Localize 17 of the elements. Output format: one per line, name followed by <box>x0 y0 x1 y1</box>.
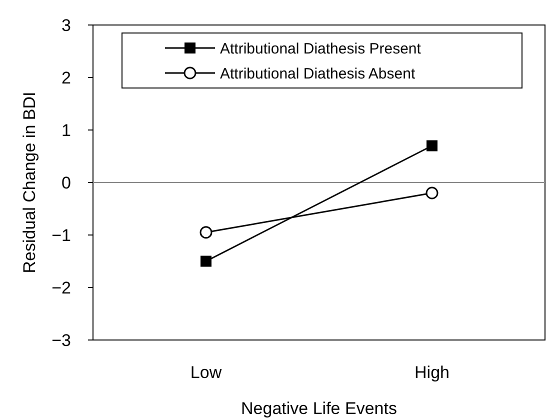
y-tick-label: −2 <box>52 278 71 298</box>
legend-label: Attributional Diathesis Absent <box>220 65 416 82</box>
point <box>200 256 212 267</box>
y-tick-label: 1 <box>62 120 71 140</box>
x-axis-title: Negative Life Events <box>241 399 397 418</box>
y-tick-label: −1 <box>52 226 71 245</box>
y-axis-title: Residual Change in BDI <box>20 92 39 274</box>
point <box>426 186 438 200</box>
x-tick-label: High <box>414 363 450 382</box>
point <box>200 226 212 239</box>
y-tick-label: 2 <box>62 68 71 88</box>
y-tick-label: 3 <box>62 16 71 35</box>
x-tick-label: Low <box>190 363 222 382</box>
point <box>426 140 438 152</box>
y-tick-label: −3 <box>52 330 71 350</box>
y-tick-label: 0 <box>62 173 71 192</box>
legend-label: Attributional Diathesis Present <box>220 40 422 58</box>
